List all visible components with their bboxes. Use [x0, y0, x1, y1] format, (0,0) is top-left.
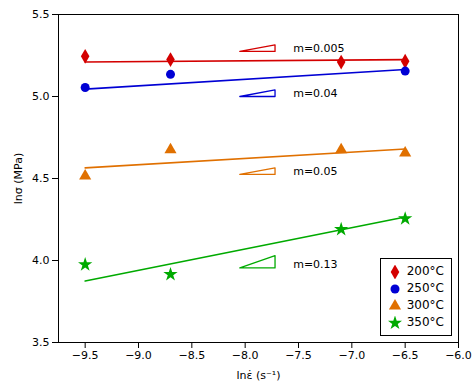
svg-text:m=0.005: m=0.005	[293, 42, 344, 55]
svg-text:−9.0: −9.0	[125, 349, 152, 362]
svg-text:−9.5: −9.5	[72, 349, 99, 362]
svg-text:5.0: 5.0	[32, 90, 50, 103]
svg-text:m=0.05: m=0.05	[293, 165, 337, 178]
svg-text:−7.0: −7.0	[338, 349, 365, 362]
html-text:350°C: 350°C	[406, 315, 444, 329]
svg-text:lnε̇ (s⁻¹): lnε̇ (s⁻¹)	[237, 369, 281, 382]
svg-text:5.5: 5.5	[32, 8, 50, 21]
svg-text:m=0.13: m=0.13	[293, 258, 337, 271]
svg-text:−6.5: −6.5	[392, 349, 419, 362]
svg-text:−6.0: −6.0	[445, 349, 472, 362]
svg-text:−8.0: −8.0	[232, 349, 259, 362]
svg-text:3.5: 3.5	[32, 336, 50, 349]
svg-text:4.5: 4.5	[32, 172, 50, 185]
html-text:250°C: 250°C	[406, 281, 444, 295]
svg-text:−7.5: −7.5	[285, 349, 312, 362]
svg-text:lnσ (MPa): lnσ (MPa)	[12, 153, 25, 204]
svg-text:−8.5: −8.5	[178, 349, 205, 362]
html-text:200°C: 200°C	[406, 264, 444, 278]
svg-text:4.0: 4.0	[32, 254, 50, 267]
svg-text:m=0.04: m=0.04	[293, 87, 337, 100]
html-text:300°C: 300°C	[406, 298, 444, 312]
